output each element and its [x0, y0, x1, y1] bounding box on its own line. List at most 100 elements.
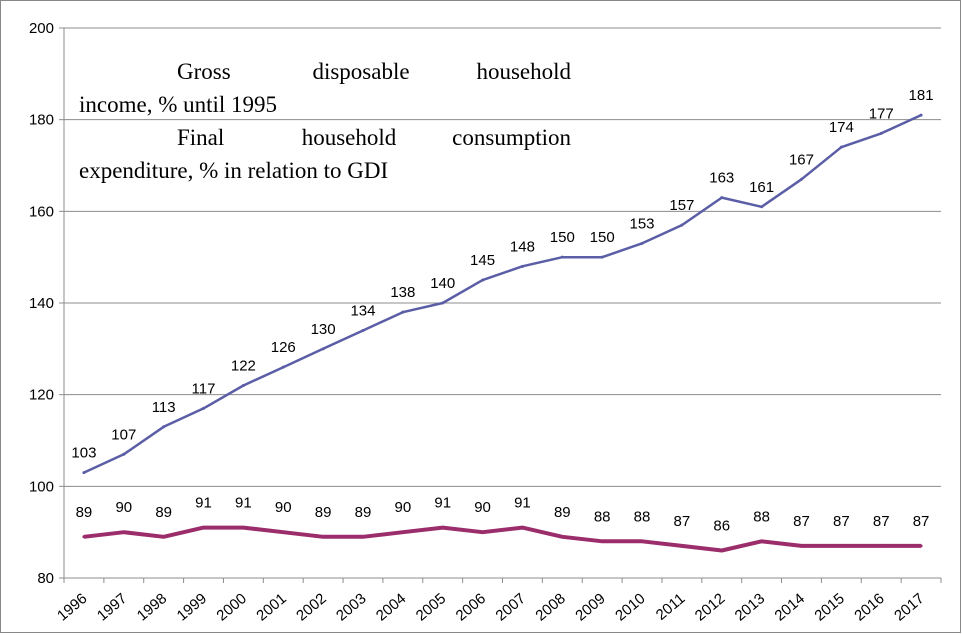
- x-tick-label: 2014: [772, 590, 808, 624]
- x-tick-label: 2016: [851, 590, 887, 624]
- x-axis-tick-labels: 1996 1997 1998 1999 2000 2001 2002 2003 2004 2005…: [54, 590, 928, 624]
- data-point-series-2: [241, 526, 245, 530]
- legend-line-1-word-3: household: [476, 59, 571, 84]
- legend-line-3-word-2: household: [302, 125, 397, 150]
- data-point-series-2: [401, 530, 405, 534]
- data-point-series-1: [799, 177, 803, 181]
- data-label-series-1: 174: [829, 119, 854, 136]
- axes: [59, 27, 942, 583]
- data-point-series-2: [82, 535, 86, 539]
- y-tick-label: 160: [29, 203, 54, 220]
- data-point-series-2: [361, 535, 365, 539]
- data-point-series-1: [640, 241, 644, 245]
- data-point-series-1: [879, 131, 883, 135]
- x-tick-label: 1999: [174, 590, 210, 624]
- data-label-series-2: 86: [713, 518, 730, 535]
- data-point-series-2: [720, 549, 724, 552]
- data-label-series-2: 88: [753, 508, 770, 525]
- data-label-series-2: 88: [594, 508, 611, 525]
- x-tick-label: 2002: [293, 590, 329, 624]
- x-tick-label: 2003: [333, 590, 369, 624]
- data-point-series-1: [520, 264, 524, 268]
- series-lines: [82, 113, 923, 553]
- data-label-series-1: 177: [869, 105, 894, 122]
- legend-line-2: income, % until 1995: [79, 92, 277, 117]
- y-tick-label: 180: [29, 112, 54, 129]
- data-point-series-2: [640, 539, 644, 543]
- data-point-series-2: [680, 544, 684, 548]
- data-point-series-2: [839, 544, 843, 548]
- data-point-series-1: [839, 145, 843, 149]
- x-tick-label: 1997: [94, 590, 130, 624]
- data-point-series-1: [680, 223, 684, 227]
- data-label-series-2: 90: [115, 499, 132, 516]
- series-line-2: [83, 525, 922, 553]
- data-label-series-2: 89: [315, 504, 332, 521]
- data-point-series-1: [122, 452, 126, 456]
- data-label-series-2: 89: [554, 504, 571, 521]
- series-line-1: [83, 113, 922, 474]
- data-label-series-1: 113: [152, 399, 176, 416]
- data-point-series-2: [879, 544, 883, 548]
- y-tick-label: 100: [29, 478, 54, 495]
- data-point-series-1: [720, 196, 724, 200]
- data-point-series-2: [202, 526, 206, 530]
- data-label-series-2: 89: [355, 504, 372, 521]
- data-label-series-2: 87: [913, 513, 930, 530]
- data-label-series-1: 103: [71, 445, 96, 462]
- data-point-series-1: [481, 278, 485, 282]
- data-label-series-2: 91: [235, 495, 252, 512]
- data-point-series-2: [760, 539, 764, 543]
- data-label-series-2: 90: [275, 499, 292, 516]
- data-label-series-2: 87: [833, 513, 850, 530]
- data-label-series-2: 87: [674, 513, 691, 530]
- data-label-series-2: 91: [195, 495, 212, 512]
- data-label-series-1: 148: [510, 238, 535, 255]
- data-point-series-1: [919, 113, 923, 117]
- data-point-series-2: [321, 535, 325, 539]
- data-label-series-2: 89: [155, 504, 172, 521]
- data-point-series-2: [281, 530, 285, 534]
- data-label-series-1: 150: [590, 229, 615, 246]
- x-tick-label: 2000: [213, 590, 249, 624]
- data-point-series-2: [600, 539, 604, 543]
- data-point-series-1: [760, 205, 764, 209]
- data-point-series-2: [520, 526, 524, 530]
- legend: Gross disposable household income, % unt…: [79, 59, 571, 183]
- x-tick-label: 2008: [532, 590, 568, 624]
- data-label-series-1: 134: [350, 303, 375, 320]
- data-point-series-1: [401, 310, 405, 314]
- y-axis-tick-labels: 80 100 120 140 160 180 200: [29, 20, 54, 587]
- legend-line-3-word-3: consumption: [452, 125, 571, 150]
- data-label-series-1: 107: [111, 426, 136, 443]
- data-label-series-1: 167: [789, 151, 814, 168]
- data-point-series-2: [162, 535, 166, 539]
- data-point-series-1: [560, 255, 564, 259]
- data-point-series-1: [600, 255, 604, 259]
- data-point-series-2: [919, 544, 923, 548]
- x-tick-label: 2011: [653, 590, 689, 624]
- x-tick-label: 1998: [134, 590, 170, 624]
- data-point-series-1: [321, 347, 325, 351]
- data-point-series-1: [162, 425, 166, 429]
- data-label-series-1: 122: [231, 358, 256, 375]
- y-tick-label: 200: [29, 20, 54, 37]
- data-label-series-1: 181: [909, 87, 934, 104]
- y-tick-label: 140: [29, 295, 54, 312]
- data-label-series-1: 163: [709, 170, 734, 187]
- x-tick-label: 2013: [732, 590, 768, 624]
- data-label-series-2: 90: [474, 499, 491, 516]
- data-labels: 103 107 113 117 122 126 130 134 138 140 145 148 150 1…: [71, 87, 933, 534]
- data-point-series-2: [799, 544, 803, 548]
- legend-line-1-word-1: Gross: [177, 59, 231, 84]
- data-label-series-2: 90: [394, 499, 411, 516]
- data-label-series-1: 130: [311, 321, 336, 338]
- x-tick-label: 1996: [54, 590, 90, 624]
- x-tick-label: 2009: [572, 590, 608, 624]
- data-label-series-2: 91: [514, 495, 531, 512]
- data-label-series-1: 145: [470, 252, 495, 269]
- data-label-series-2: 88: [634, 508, 651, 525]
- data-point-series-2: [560, 535, 564, 539]
- data-label-series-2: 91: [434, 495, 451, 512]
